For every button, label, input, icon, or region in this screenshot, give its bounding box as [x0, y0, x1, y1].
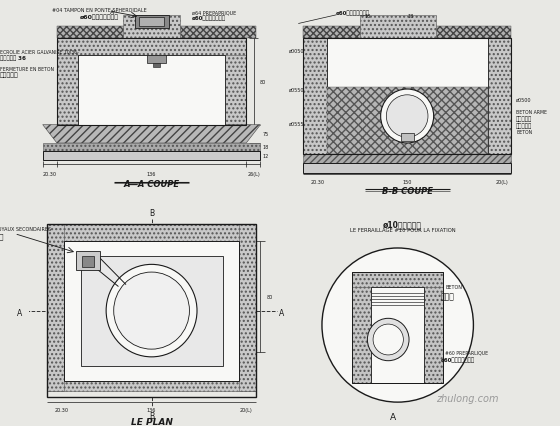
Text: ø60预制混凝土井筒: ø60预制混凝土井筒 [440, 357, 474, 363]
Bar [134, 16, 169, 29]
Bar [360, 16, 436, 39]
Bar [226, 39, 246, 125]
Text: 18: 18 [365, 14, 371, 19]
Text: ø0050: ø0050 [289, 49, 304, 54]
Text: LE FERRAILLAGE #10 POUR LA FIXATION: LE FERRAILLAGE #10 POUR LA FIXATION [349, 227, 455, 232]
Text: A: A [390, 412, 396, 421]
Text: 26(L): 26(L) [248, 172, 260, 176]
Text: ø0555: ø0555 [289, 121, 304, 127]
Bar [43, 151, 260, 161]
Bar [303, 154, 511, 164]
Bar [76, 251, 100, 271]
Polygon shape [43, 125, 260, 144]
Text: B: B [149, 209, 154, 218]
Text: 150: 150 [403, 179, 412, 184]
Bar [48, 225, 256, 242]
Text: ø10横筋平面图: ø10横筋平面图 [383, 219, 422, 228]
Text: ø0500: ø0500 [516, 98, 531, 103]
Bar [48, 373, 256, 391]
Bar [57, 39, 78, 125]
Bar [326, 39, 488, 154]
Bar [48, 225, 64, 391]
Text: 75: 75 [262, 132, 269, 136]
Text: 12: 12 [262, 154, 269, 158]
Text: A: A [17, 308, 22, 317]
Text: FERMETURE EN BETON: FERMETURE EN BETON [0, 67, 54, 72]
Bar [352, 273, 443, 288]
Text: 混凝土盖板: 混凝土盖板 [0, 72, 19, 78]
Text: 20.30: 20.30 [43, 172, 57, 176]
Bar [64, 242, 239, 381]
Text: ø60预制混凝土井筒: ø60预制混凝土井筒 [336, 10, 370, 16]
Text: 20(L): 20(L) [240, 407, 253, 412]
Bar [371, 288, 424, 383]
Text: 18: 18 [407, 14, 413, 19]
Circle shape [367, 319, 409, 361]
Text: TUYAUX SECONDAIRES: TUYAUX SECONDAIRES [0, 226, 52, 231]
Bar [400, 134, 414, 142]
Bar [48, 225, 256, 397]
Circle shape [114, 273, 189, 349]
Text: 80: 80 [259, 80, 266, 85]
Bar [57, 39, 246, 125]
Bar [152, 64, 160, 68]
Circle shape [386, 95, 428, 138]
Bar [303, 39, 326, 154]
Text: ø60预制混凝土井筒: ø60预制混凝土井筒 [192, 16, 226, 21]
Bar [352, 273, 371, 383]
Text: 镇件水平析 36: 镇件水平析 36 [0, 55, 26, 61]
Bar [239, 225, 256, 391]
Bar [424, 273, 443, 383]
Bar [488, 39, 511, 154]
Text: 20.30: 20.30 [310, 179, 324, 184]
Text: 混凝土: 混凝土 [440, 292, 454, 301]
Circle shape [381, 90, 433, 144]
Text: LE PLAN: LE PLAN [130, 417, 172, 426]
Text: 136: 136 [147, 172, 156, 176]
Circle shape [106, 265, 197, 357]
Bar [139, 18, 164, 27]
Text: 80: 80 [267, 294, 273, 299]
Text: #60 PREPARLIQUE: #60 PREPARLIQUE [445, 349, 488, 354]
Text: BETON: BETON [516, 129, 532, 134]
Text: BETON ARME: BETON ARME [516, 110, 547, 115]
Text: A―A COUPE: A―A COUPE [124, 179, 180, 188]
Bar [326, 88, 488, 154]
Bar [352, 273, 443, 383]
Text: B: B [149, 411, 154, 420]
Circle shape [373, 324, 403, 355]
Text: ECROLIE ACIER GALVANISE 10/36-: ECROLIE ACIER GALVANISE 10/36- [0, 49, 79, 55]
Text: zhulong.com: zhulong.com [436, 393, 498, 403]
Bar [57, 39, 246, 56]
Text: 20.30: 20.30 [55, 407, 69, 412]
Text: A: A [279, 308, 284, 317]
Text: A: A [110, 10, 114, 15]
Text: ø60梯段井盖及支座: ø60梯段井盖及支座 [80, 14, 119, 20]
Text: 混凝土外层: 混凝土外层 [516, 124, 532, 129]
Text: 136: 136 [147, 407, 156, 412]
Text: 18: 18 [262, 145, 269, 150]
Bar [147, 56, 166, 64]
Text: ø64 PREPAPRIQUE: ø64 PREPAPRIQUE [192, 10, 236, 15]
Text: #04 TAMPON EN PONTE SPHEROIDALE: #04 TAMPON EN PONTE SPHEROIDALE [52, 8, 147, 13]
Text: 20(L): 20(L) [496, 179, 508, 184]
Bar [123, 16, 180, 39]
Text: 钉筋混凝土: 钉筋混凝土 [516, 116, 532, 121]
Text: 支管: 支管 [0, 233, 4, 239]
Bar [303, 39, 511, 154]
Bar [78, 56, 226, 125]
Bar [57, 27, 256, 39]
Bar [303, 164, 511, 173]
Circle shape [322, 248, 473, 402]
Text: BETON: BETON [445, 284, 462, 289]
Bar [82, 256, 94, 268]
Bar [81, 256, 222, 367]
Text: ø0550: ø0550 [289, 88, 304, 93]
Text: B-B COUPE: B-B COUPE [382, 187, 433, 196]
Bar [43, 144, 260, 151]
Bar [303, 27, 511, 39]
